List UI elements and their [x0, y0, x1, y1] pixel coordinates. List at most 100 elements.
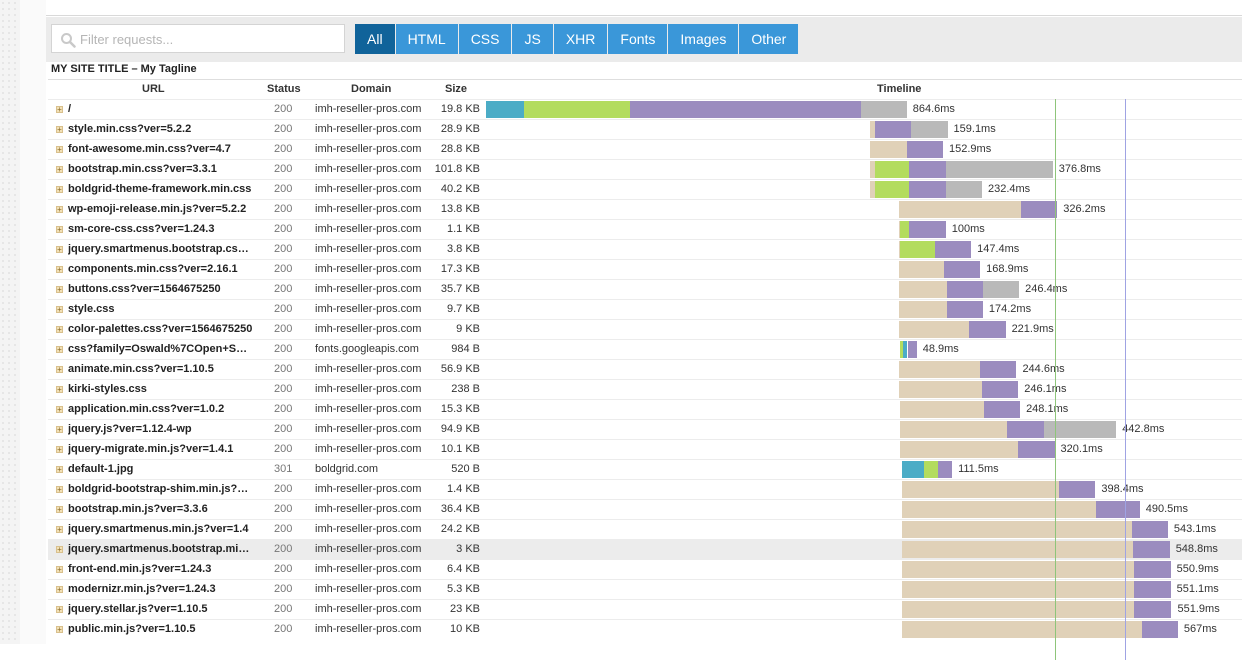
request-row[interactable]: + buttons.css?ver=1564675250 200 imh-resell…	[48, 279, 1242, 299]
request-row[interactable]: + sm-core-css.css?ver=1.24.3 200 imh-resell…	[48, 219, 1242, 239]
expand-icon[interactable]: +	[56, 585, 63, 594]
request-row[interactable]: + front-end.min.js?ver=1.24.3 200 imh-resel…	[48, 559, 1242, 579]
request-row[interactable]: + style.css 200 imh-reseller-pros.com 9.7 KB…	[48, 299, 1242, 319]
expand-icon[interactable]: +	[56, 225, 63, 234]
timing-bar-receive	[945, 181, 982, 198]
timing-bar-blocked	[898, 321, 970, 338]
filter-input[interactable]	[80, 29, 338, 49]
request-row[interactable]: + jquery.smartmenus.min.js?ver=1.4 200 imh-…	[48, 519, 1242, 539]
column-header-size[interactable]: Size	[445, 83, 468, 95]
request-row[interactable]: + wp-emoji-release.min.js?ver=5.2.2 200 imh…	[48, 199, 1242, 219]
request-status: 200	[274, 403, 293, 415]
expand-icon[interactable]: +	[56, 565, 63, 574]
timing-bar-blocked	[902, 601, 1135, 618]
request-status: 200	[274, 443, 293, 455]
request-row[interactable]: + kirki-styles.css 200 imh-reseller-pros.co…	[48, 379, 1242, 399]
request-url: wp-emoji-release.min.js?ver=5.2.2	[68, 203, 247, 215]
expand-icon[interactable]: +	[56, 345, 63, 354]
request-url: bootstrap.min.js?ver=3.3.6	[68, 503, 208, 515]
column-header-domain[interactable]: Domain	[351, 83, 392, 95]
request-row[interactable]: + boldgrid-theme-framework.min.css 200 imh-…	[48, 179, 1242, 199]
request-row[interactable]: + jquery.stellar.js?ver=1.10.5 200 imh-rese…	[48, 599, 1242, 619]
request-row[interactable]: + jquery.smartmenus.bootstrap.min.js?ver=…	[48, 539, 1242, 559]
expand-icon[interactable]: +	[56, 445, 63, 454]
request-row[interactable]: + style.min.css?ver=5.2.2 200 imh-reseller-…	[48, 119, 1242, 139]
expand-icon[interactable]: +	[56, 145, 63, 154]
timing-bar-wait	[907, 341, 917, 358]
request-domain: imh-reseller-pros.com	[315, 143, 422, 155]
request-row[interactable]: + application.min.css?ver=1.0.2 200 imh-res…	[48, 399, 1242, 419]
expand-icon[interactable]: +	[56, 125, 63, 134]
timing-bar-blocked	[902, 621, 1142, 638]
request-row[interactable]: + css?family=Oswald%7COpen+Sans:400,700 20…	[48, 339, 1242, 359]
request-row[interactable]: + color-palettes.css?ver=1564675250 200 imh…	[48, 319, 1242, 339]
request-url: jquery.smartmenus.bootstrap.min.js?ver=1…	[68, 543, 253, 555]
timing-bar-blocked	[870, 181, 875, 198]
expand-icon[interactable]: +	[56, 425, 63, 434]
expand-icon[interactable]: +	[56, 185, 63, 194]
tab-css[interactable]: CSS	[458, 24, 512, 54]
expand-icon[interactable]: +	[56, 385, 63, 394]
request-duration: 376.8ms	[1058, 163, 1101, 175]
expand-icon[interactable]: +	[56, 625, 63, 634]
request-row[interactable]: + boldgrid-bootstrap-shim.min.js?ver=2.16…	[48, 479, 1242, 499]
request-timeline: 320.1ms	[486, 440, 1242, 459]
request-timeline: 246.1ms	[486, 380, 1242, 399]
request-row[interactable]: + bootstrap.min.js?ver=3.3.6 200 imh-resell…	[48, 499, 1242, 519]
expand-icon[interactable]: +	[56, 305, 63, 314]
request-duration: 398.4ms	[1101, 483, 1144, 495]
timing-bar-receive	[945, 161, 1053, 178]
request-row[interactable]: + font-awesome.min.css?ver=4.7 200 imh-rese…	[48, 139, 1242, 159]
request-row[interactable]: + public.min.js?ver=1.10.5 200 imh-reseller…	[48, 619, 1242, 639]
request-row[interactable]: + jquery.js?ver=1.12.4-wp 200 imh-reseller-…	[48, 419, 1242, 439]
expand-icon[interactable]: +	[56, 525, 63, 534]
column-header-url[interactable]: URL	[142, 83, 165, 95]
column-header-status[interactable]: Status	[267, 83, 301, 95]
tab-all[interactable]: All	[355, 24, 395, 54]
filter-box[interactable]	[51, 24, 345, 53]
expand-icon[interactable]: +	[56, 265, 63, 274]
request-status: 200	[274, 503, 293, 515]
request-domain: imh-reseller-pros.com	[315, 263, 422, 275]
request-url: jquery.stellar.js?ver=1.10.5	[68, 603, 208, 615]
expand-icon[interactable]: +	[56, 205, 63, 214]
request-row[interactable]: + modernizr.min.js?ver=1.24.3 200 imh-resel…	[48, 579, 1242, 599]
request-duration: 551.9ms	[1177, 603, 1220, 615]
request-domain: imh-reseller-pros.com	[315, 623, 422, 635]
expand-icon[interactable]: +	[56, 485, 63, 494]
request-row[interactable]: + jquery.smartmenus.bootstrap.css?ver=1.2…	[48, 239, 1242, 259]
timing-bar-blocked	[898, 361, 981, 378]
timing-bar-connect	[874, 161, 910, 178]
tab-images[interactable]: Images	[668, 24, 739, 54]
request-row[interactable]: + components.min.css?ver=2.16.1 200 imh-res…	[48, 259, 1242, 279]
expand-icon[interactable]: +	[56, 245, 63, 254]
tab-xhr[interactable]: XHR	[553, 24, 608, 54]
request-row[interactable]: + / 200 imh-reseller-pros.com 19.8 KB 864.6ms	[48, 99, 1242, 119]
expand-icon[interactable]: +	[56, 605, 63, 614]
expand-icon[interactable]: +	[56, 545, 63, 554]
request-status: 301	[274, 463, 293, 475]
tab-html[interactable]: HTML	[395, 24, 458, 54]
expand-icon[interactable]: +	[56, 365, 63, 374]
expand-icon[interactable]: +	[56, 405, 63, 414]
request-row[interactable]: + animate.min.css?ver=1.10.5 200 imh-resell…	[48, 359, 1242, 379]
expand-icon[interactable]: +	[56, 505, 63, 514]
request-status: 200	[274, 363, 293, 375]
request-row[interactable]: + bootstrap.min.css?ver=3.3.1 200 imh-resel…	[48, 159, 1242, 179]
timing-bar-receive	[861, 101, 907, 118]
expand-icon[interactable]: +	[56, 105, 63, 114]
request-duration: 244.6ms	[1022, 363, 1065, 375]
expand-icon[interactable]: +	[56, 325, 63, 334]
tab-fonts[interactable]: Fonts	[608, 24, 668, 54]
request-timeline: 244.6ms	[486, 360, 1242, 379]
tab-other[interactable]: Other	[739, 24, 799, 54]
request-duration: 548.8ms	[1175, 543, 1218, 555]
request-row[interactable]: + default-1.jpg 301 boldgrid.com 520 B 111.5m…	[48, 459, 1242, 479]
expand-icon[interactable]: +	[56, 165, 63, 174]
tab-js[interactable]: JS	[512, 24, 553, 54]
request-row[interactable]: + jquery-migrate.min.js?ver=1.4.1 200 imh-r…	[48, 439, 1242, 459]
column-header-timeline[interactable]: Timeline	[877, 83, 922, 95]
request-domain: imh-reseller-pros.com	[315, 383, 422, 395]
expand-icon[interactable]: +	[56, 285, 63, 294]
expand-icon[interactable]: +	[56, 465, 63, 474]
